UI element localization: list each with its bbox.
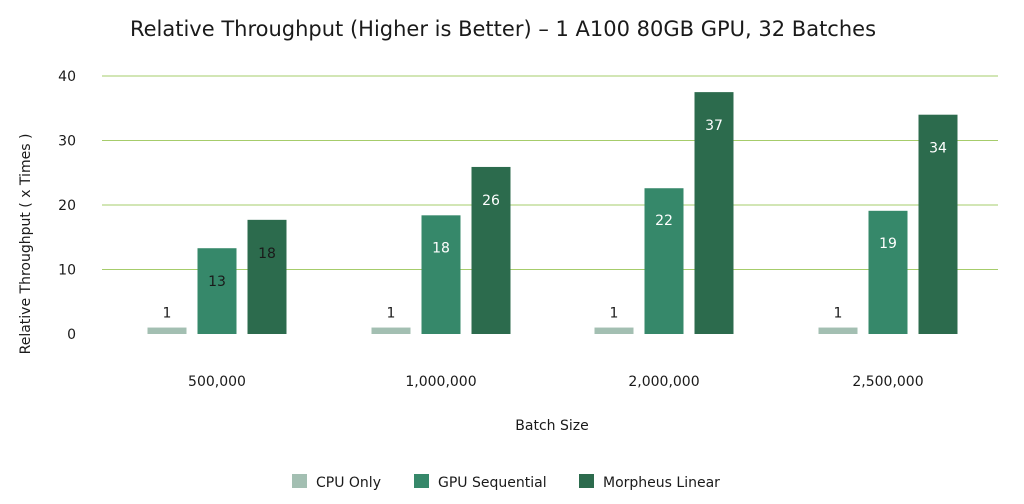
- bar: [421, 215, 461, 334]
- data-label: 34: [929, 141, 947, 157]
- legend-swatch: [579, 474, 594, 488]
- gridlines: [102, 75, 998, 270]
- y-tick-label: 20: [58, 198, 76, 214]
- legend-swatch: [292, 474, 307, 488]
- legend-label: Morpheus Linear: [603, 475, 720, 491]
- legend-label: CPU Only: [316, 475, 381, 491]
- bar: [594, 327, 634, 334]
- bars: [147, 92, 958, 334]
- y-tick-label: 40: [58, 69, 76, 85]
- data-labels: 1 13 18 1 18 26 1 22 37 1 19 34: [163, 118, 947, 321]
- x-tick-label: 1,000,000: [405, 374, 476, 390]
- data-label: 1: [163, 306, 172, 322]
- bar: [818, 327, 858, 334]
- bar: [868, 210, 908, 334]
- x-tick-label: 2,000,000: [628, 374, 699, 390]
- legend-item: CPU Only: [292, 474, 381, 491]
- bar: [247, 219, 287, 334]
- x-tick-label: 2,500,000: [852, 374, 923, 390]
- data-label: 1: [387, 306, 396, 322]
- data-label: 19: [879, 236, 897, 252]
- legend-item: Morpheus Linear: [579, 474, 720, 491]
- y-tick-label: 30: [58, 134, 76, 150]
- legend-swatch: [414, 474, 429, 488]
- data-label: 1: [610, 306, 619, 322]
- bar: [371, 327, 411, 334]
- y-axis-ticks: 0 10 20 30 40: [58, 69, 76, 343]
- x-axis-label: Batch Size: [515, 418, 588, 434]
- data-label: 13: [208, 274, 226, 290]
- chart-title: Relative Throughput (Higher is Better) –…: [130, 17, 876, 41]
- bar: [197, 248, 237, 334]
- legend: CPU Only GPU Sequential Morpheus Linear: [292, 474, 720, 491]
- data-label: 26: [482, 193, 500, 209]
- legend-label: GPU Sequential: [438, 475, 547, 491]
- bar: [644, 188, 684, 334]
- x-axis-ticks: 500,000 1,000,000 2,000,000 2,500,000: [188, 374, 924, 390]
- data-label: 18: [258, 246, 276, 262]
- data-label: 1: [834, 306, 843, 322]
- x-tick-label: 500,000: [188, 374, 246, 390]
- y-tick-label: 0: [67, 327, 76, 343]
- data-label: 18: [432, 240, 450, 256]
- bar: [147, 327, 187, 334]
- legend-item: GPU Sequential: [414, 474, 547, 491]
- data-label: 22: [655, 213, 673, 229]
- y-axis-label: Relative Throughput ( x Times ): [18, 134, 34, 355]
- bar: [471, 166, 511, 334]
- bar: [918, 114, 958, 334]
- y-tick-label: 10: [58, 263, 76, 279]
- bar: [694, 92, 734, 334]
- data-label: 37: [705, 118, 723, 134]
